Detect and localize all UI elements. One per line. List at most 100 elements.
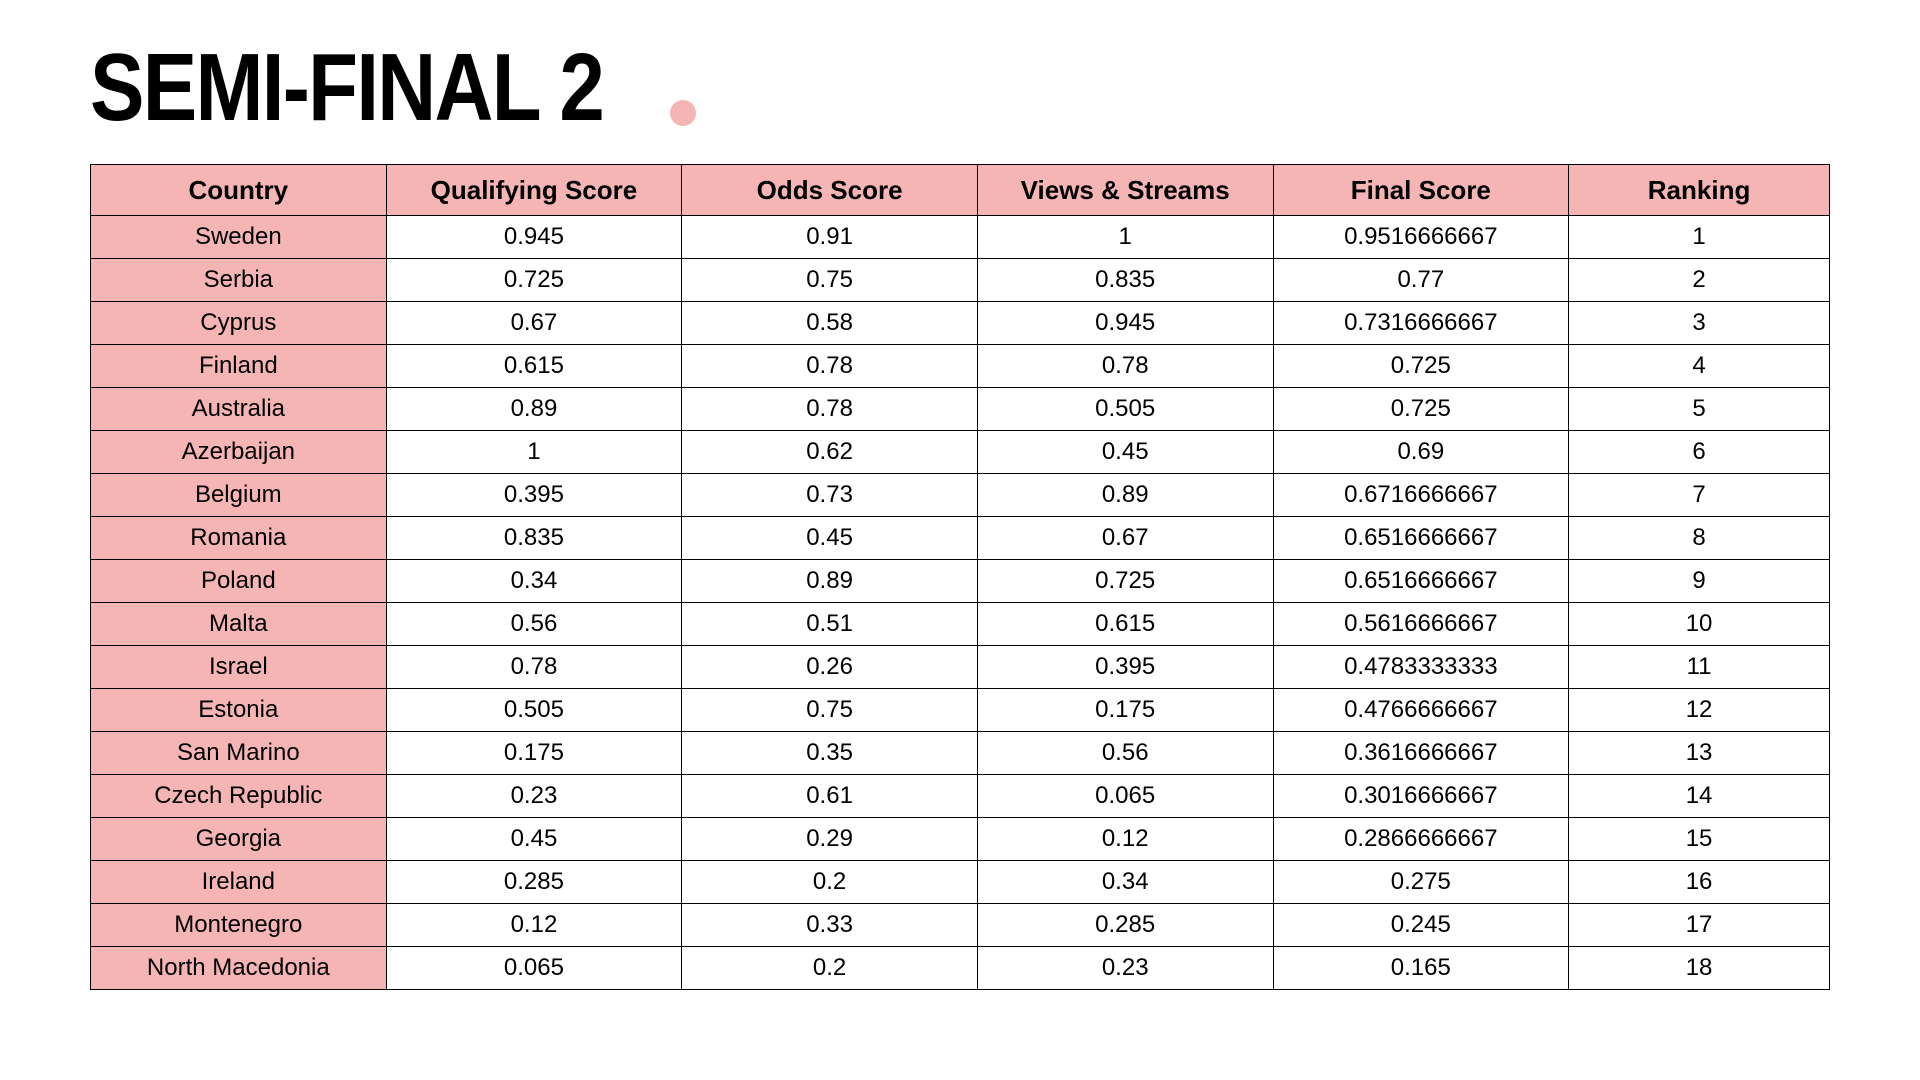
cell-views: 0.67 <box>977 517 1273 560</box>
table-header-row: CountryQualifying ScoreOdds ScoreViews &… <box>91 165 1830 216</box>
cell-odds: 0.2 <box>682 861 978 904</box>
cell-views: 0.395 <box>977 646 1273 689</box>
cell-final: 0.275 <box>1273 861 1569 904</box>
cell-views: 0.945 <box>977 302 1273 345</box>
cell-odds: 0.78 <box>682 345 978 388</box>
cell-qualifying: 0.34 <box>386 560 682 603</box>
cell-odds: 0.89 <box>682 560 978 603</box>
cell-views: 0.835 <box>977 259 1273 302</box>
cell-qualifying: 0.395 <box>386 474 682 517</box>
table-row: Cyprus0.670.580.9450.73166666673 <box>91 302 1830 345</box>
cell-odds: 0.75 <box>682 689 978 732</box>
cell-country: Poland <box>91 560 387 603</box>
table-row: Estonia0.5050.750.1750.476666666712 <box>91 689 1830 732</box>
cell-views: 0.175 <box>977 689 1273 732</box>
cell-ranking: 8 <box>1569 517 1830 560</box>
cell-ranking: 14 <box>1569 775 1830 818</box>
cell-qualifying: 0.67 <box>386 302 682 345</box>
cell-qualifying: 0.45 <box>386 818 682 861</box>
column-header-qualifying: Qualifying Score <box>386 165 682 216</box>
cell-country: Montenegro <box>91 904 387 947</box>
cell-final: 0.5616666667 <box>1273 603 1569 646</box>
cell-odds: 0.61 <box>682 775 978 818</box>
cell-country: Estonia <box>91 689 387 732</box>
cell-views: 0.23 <box>977 947 1273 990</box>
table-row: Finland0.6150.780.780.7254 <box>91 345 1830 388</box>
column-header-country: Country <box>91 165 387 216</box>
cell-ranking: 4 <box>1569 345 1830 388</box>
table-row: Montenegro0.120.330.2850.24517 <box>91 904 1830 947</box>
table-row: Poland0.340.890.7250.65166666679 <box>91 560 1830 603</box>
scores-table: CountryQualifying ScoreOdds ScoreViews &… <box>90 164 1830 990</box>
cell-odds: 0.33 <box>682 904 978 947</box>
cell-country: Czech Republic <box>91 775 387 818</box>
cell-country: Finland <box>91 345 387 388</box>
cell-qualifying: 0.945 <box>386 216 682 259</box>
cell-country: San Marino <box>91 732 387 775</box>
cell-final: 0.725 <box>1273 345 1569 388</box>
table-row: Romania0.8350.450.670.65166666678 <box>91 517 1830 560</box>
column-header-odds: Odds Score <box>682 165 978 216</box>
page: SEMI-FINAL 2 CountryQualifying ScoreOdds… <box>0 0 1920 990</box>
cell-ranking: 1 <box>1569 216 1830 259</box>
cell-ranking: 16 <box>1569 861 1830 904</box>
title-row: SEMI-FINAL 2 <box>90 40 1830 136</box>
cell-country: Serbia <box>91 259 387 302</box>
cell-final: 0.9516666667 <box>1273 216 1569 259</box>
cell-views: 0.45 <box>977 431 1273 474</box>
table-row: Australia0.890.780.5050.7255 <box>91 388 1830 431</box>
cell-final: 0.4783333333 <box>1273 646 1569 689</box>
cell-views: 0.285 <box>977 904 1273 947</box>
cell-qualifying: 0.615 <box>386 345 682 388</box>
cell-ranking: 2 <box>1569 259 1830 302</box>
table-row: Azerbaijan10.620.450.696 <box>91 431 1830 474</box>
cell-ranking: 12 <box>1569 689 1830 732</box>
cell-ranking: 5 <box>1569 388 1830 431</box>
cell-final: 0.6516666667 <box>1273 517 1569 560</box>
table-row: Sweden0.9450.9110.95166666671 <box>91 216 1830 259</box>
cell-qualifying: 0.56 <box>386 603 682 646</box>
cell-country: Azerbaijan <box>91 431 387 474</box>
cell-final: 0.245 <box>1273 904 1569 947</box>
cell-views: 0.725 <box>977 560 1273 603</box>
cell-qualifying: 0.725 <box>386 259 682 302</box>
cell-views: 0.78 <box>977 345 1273 388</box>
table-row: Georgia0.450.290.120.286666666715 <box>91 818 1830 861</box>
cell-country: Cyprus <box>91 302 387 345</box>
cell-country: Australia <box>91 388 387 431</box>
cell-country: Ireland <box>91 861 387 904</box>
cell-qualifying: 0.23 <box>386 775 682 818</box>
cell-ranking: 6 <box>1569 431 1830 474</box>
cell-views: 0.505 <box>977 388 1273 431</box>
cell-views: 1 <box>977 216 1273 259</box>
cell-odds: 0.91 <box>682 216 978 259</box>
accent-dot-icon <box>670 100 696 126</box>
cell-views: 0.12 <box>977 818 1273 861</box>
cell-ranking: 17 <box>1569 904 1830 947</box>
cell-views: 0.56 <box>977 732 1273 775</box>
table-body: Sweden0.9450.9110.95166666671Serbia0.725… <box>91 216 1830 990</box>
column-header-final: Final Score <box>1273 165 1569 216</box>
cell-final: 0.6516666667 <box>1273 560 1569 603</box>
cell-final: 0.2866666667 <box>1273 818 1569 861</box>
column-header-views: Views & Streams <box>977 165 1273 216</box>
cell-final: 0.165 <box>1273 947 1569 990</box>
cell-odds: 0.78 <box>682 388 978 431</box>
cell-ranking: 3 <box>1569 302 1830 345</box>
cell-odds: 0.29 <box>682 818 978 861</box>
table-row: Serbia0.7250.750.8350.772 <box>91 259 1830 302</box>
page-title: SEMI-FINAL 2 <box>90 40 603 136</box>
cell-views: 0.89 <box>977 474 1273 517</box>
table-row: Czech Republic0.230.610.0650.30166666671… <box>91 775 1830 818</box>
table-row: Malta0.560.510.6150.561666666710 <box>91 603 1830 646</box>
table-row: Belgium0.3950.730.890.67166666677 <box>91 474 1830 517</box>
cell-country: Malta <box>91 603 387 646</box>
cell-ranking: 7 <box>1569 474 1830 517</box>
cell-final: 0.6716666667 <box>1273 474 1569 517</box>
cell-qualifying: 1 <box>386 431 682 474</box>
cell-qualifying: 0.175 <box>386 732 682 775</box>
cell-final: 0.7316666667 <box>1273 302 1569 345</box>
cell-odds: 0.2 <box>682 947 978 990</box>
table-row: Ireland0.2850.20.340.27516 <box>91 861 1830 904</box>
cell-country: Israel <box>91 646 387 689</box>
